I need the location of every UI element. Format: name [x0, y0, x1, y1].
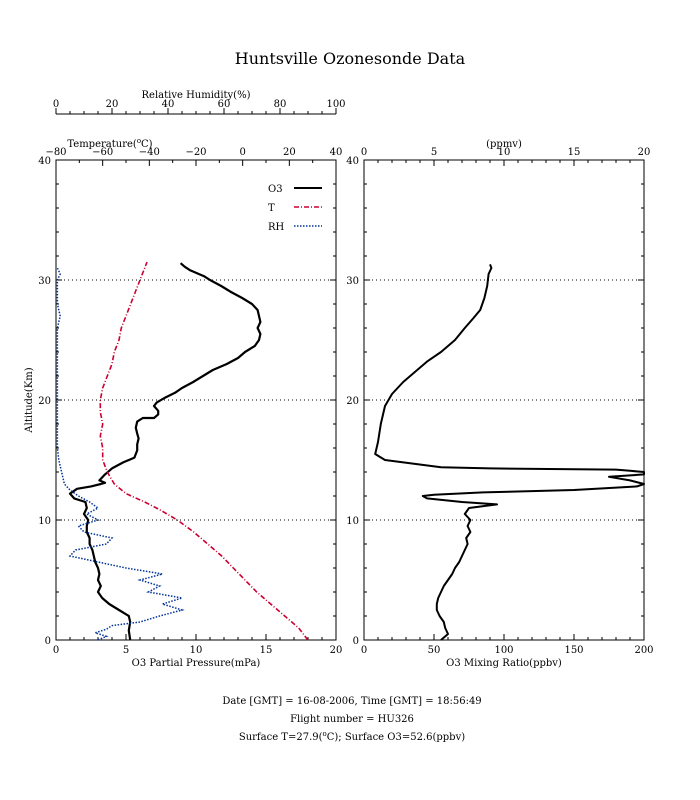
y-tick-label: 0 [45, 636, 51, 647]
footer: Date [GMT] = 16-08-2006, Time [GMT] = 18… [222, 696, 481, 743]
x-tick-label: −40 [139, 147, 160, 158]
rh-axis-label: Relative Humidity(%) [142, 90, 251, 101]
y-tick-label: 20 [346, 396, 359, 407]
y-tick-label: 0 [353, 636, 359, 647]
x-tick-label: 20 [330, 645, 343, 656]
series-rh [56, 267, 185, 641]
legend-label-rh: RH [268, 222, 285, 233]
altitude-axis-label: Altitude(Km) [24, 367, 35, 433]
y-tick-label: 30 [38, 276, 51, 287]
footer-date-time: Date [GMT] = 16-08-2006, Time [GMT] = 18… [222, 696, 481, 707]
legend: O3 T RH [268, 184, 322, 233]
x-tick-label: 0 [53, 99, 59, 110]
x-tick-label: 20 [638, 147, 651, 158]
x-tick-label: 80 [274, 99, 287, 110]
x-tick-label: 20 [106, 99, 119, 110]
x-tick-label: 50 [428, 645, 441, 656]
series-o3-mixing-ratio [374, 264, 645, 641]
x-tick-label: 15 [568, 147, 581, 158]
temperature-axis-label: Temperature(oC) [67, 137, 152, 150]
x-tick-label: −20 [185, 147, 206, 158]
x-tick-label: 0 [361, 645, 367, 656]
x-tick-label: 0 [361, 147, 367, 158]
x-tick-label: 60 [218, 99, 231, 110]
footer-flight-number: Flight number = HU326 [290, 714, 414, 725]
y-tick-label: 30 [346, 276, 359, 287]
legend-label-t: T [268, 203, 275, 214]
x-tick-label: 10 [190, 645, 203, 656]
series-t [99, 261, 309, 641]
y-tick-label: 20 [38, 396, 51, 407]
x-tick-label: 40 [162, 99, 175, 110]
o3-mixing-ratio-label: O3 Mixing Ratio(ppbv) [446, 658, 562, 669]
x-tick-label: 5 [123, 645, 129, 656]
series-o3 [68, 262, 262, 641]
y-tick-label: 40 [38, 156, 51, 167]
x-tick-label: 100 [326, 99, 345, 110]
y-tick-label: 10 [38, 516, 51, 527]
legend-label-o3: O3 [268, 184, 283, 195]
footer-surface-values: Surface T=27.9(oC); Surface O3=52.6(ppbv… [239, 730, 465, 743]
y-tick-label: 10 [346, 516, 359, 527]
x-tick-label: 200 [634, 645, 653, 656]
left-panel: 0 10 20 30 40 0 5 10 15 20 −80 −60 −40 −20 0 20 40 0 20 40 6… [24, 90, 346, 669]
x-tick-label: 20 [283, 147, 296, 158]
x-tick-label: 100 [494, 645, 513, 656]
o3-partial-pressure-label: O3 Partial Pressure(mPa) [132, 658, 261, 669]
x-tick-label: 0 [239, 147, 245, 158]
x-tick-label: −60 [92, 147, 113, 158]
x-tick-label: 15 [260, 645, 273, 656]
y-tick-label: 40 [346, 156, 359, 167]
x-tick-label: 150 [564, 645, 583, 656]
x-tick-label: 10 [498, 147, 511, 158]
ppmv-axis-label: (ppmv) [486, 139, 522, 150]
x-tick-label: 5 [431, 147, 437, 158]
x-tick-label: 40 [330, 147, 343, 158]
x-tick-label: 0 [53, 645, 59, 656]
chart-title: Huntsville Ozonesonde Data [235, 49, 466, 68]
x-tick-label: −80 [45, 147, 66, 158]
